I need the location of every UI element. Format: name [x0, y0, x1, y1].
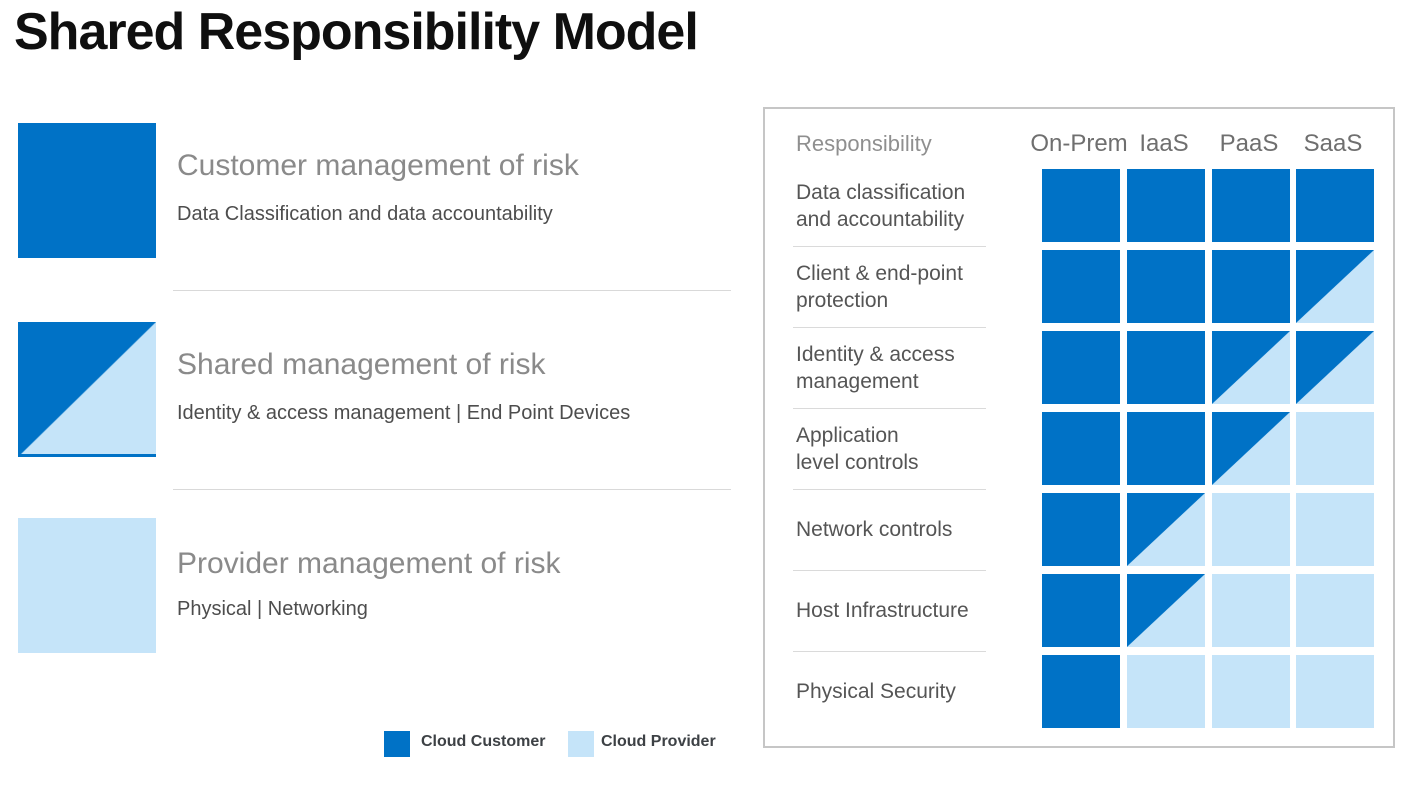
shared-risk-subtitle: Identity & access management | End Point…: [177, 402, 631, 424]
cloud-customer-label: Cloud Customer: [421, 733, 546, 750]
matrix-cell: [1212, 493, 1290, 566]
customer-risk-swatch: [18, 123, 156, 258]
matrix-header-responsibility: Responsibility: [796, 131, 932, 156]
matrix-cell: [1127, 493, 1205, 566]
column-header-saas: SaaS: [1303, 130, 1363, 157]
provider-risk-heading: Provider management of risk: [177, 547, 561, 580]
provider-risk-swatch: [18, 518, 156, 653]
matrix-row-host-infrastructure: Host Infrastructure: [765, 574, 1393, 652]
row-label: Client & end-point protection: [796, 261, 963, 312]
column-header-iaas: IaaS: [1139, 130, 1189, 157]
matrix-cell: [1296, 412, 1374, 485]
row-label: Network controls: [796, 518, 953, 541]
matrix-cell: [1212, 169, 1290, 242]
shared-risk-heading: Shared management of risk: [177, 348, 546, 381]
customer-risk-subtitle: Data Classification and data accountabil…: [177, 203, 553, 225]
matrix-cell: [1296, 331, 1374, 404]
divider: [173, 290, 731, 291]
matrix-cell: [1212, 655, 1290, 728]
row-label: Data classification and accountability: [796, 180, 966, 231]
column-header-on-prem: On-Prem: [1030, 130, 1128, 157]
customer-risk-heading: Customer management of risk: [177, 149, 579, 182]
responsibility-matrix-panel: Responsibility On-Prem IaaS PaaS SaaS Da…: [763, 107, 1395, 748]
row-label: Identity & access management: [796, 342, 955, 393]
matrix-row-physical-security: Physical Security: [765, 655, 1393, 728]
page-title: Shared Responsibility Model: [14, 3, 699, 61]
row-divider: [793, 408, 986, 409]
matrix-row-client-endpoint: Client & end-point protection: [765, 250, 1393, 328]
matrix-cell: [1127, 574, 1205, 647]
divider: [173, 489, 731, 490]
cloud-provider-swatch: [568, 731, 594, 757]
matrix-cell: [1042, 493, 1120, 566]
matrix-cell: [1127, 250, 1205, 323]
row-divider: [793, 327, 986, 328]
matrix-cell: [1042, 655, 1120, 728]
matrix-cell: [1296, 169, 1374, 242]
matrix-cell: [1127, 331, 1205, 404]
row-label: Host Infrastructure: [796, 599, 969, 622]
matrix-cell: [1296, 655, 1374, 728]
provider-risk-subtitle: Physical | Networking: [177, 598, 368, 620]
row-divider: [793, 651, 986, 652]
row-label: Application level controls: [796, 423, 919, 474]
matrix-cell: [1296, 574, 1374, 647]
matrix-cell: [1127, 412, 1205, 485]
matrix-cell: [1127, 169, 1205, 242]
cloud-provider-label: Cloud Provider: [601, 733, 716, 750]
matrix-row-application-controls: Application level controls: [765, 412, 1393, 490]
matrix-cell: [1042, 331, 1120, 404]
row-divider: [793, 489, 986, 490]
matrix-row-data-classification: Data classification and accountability: [765, 169, 1393, 247]
matrix-row-identity-access: Identity & access management: [765, 331, 1393, 409]
matrix-cell: [1127, 655, 1205, 728]
matrix-cell: [1042, 574, 1120, 647]
matrix-row-network-controls: Network controls: [765, 493, 1393, 571]
row-divider: [793, 246, 986, 247]
matrix-cell: [1212, 331, 1290, 404]
matrix-cell: [1042, 250, 1120, 323]
column-header-paas: PaaS: [1219, 130, 1279, 157]
matrix-cell: [1042, 412, 1120, 485]
matrix-cell: [1212, 574, 1290, 647]
matrix-cell: [1212, 412, 1290, 485]
matrix-cell: [1296, 250, 1374, 323]
matrix-cell: [1042, 169, 1120, 242]
shared-risk-swatch: [18, 322, 156, 457]
cloud-customer-swatch: [384, 731, 410, 757]
matrix-cell: [1212, 250, 1290, 323]
matrix-cell: [1296, 493, 1374, 566]
row-divider: [793, 570, 986, 571]
row-label: Physical Security: [796, 680, 956, 703]
